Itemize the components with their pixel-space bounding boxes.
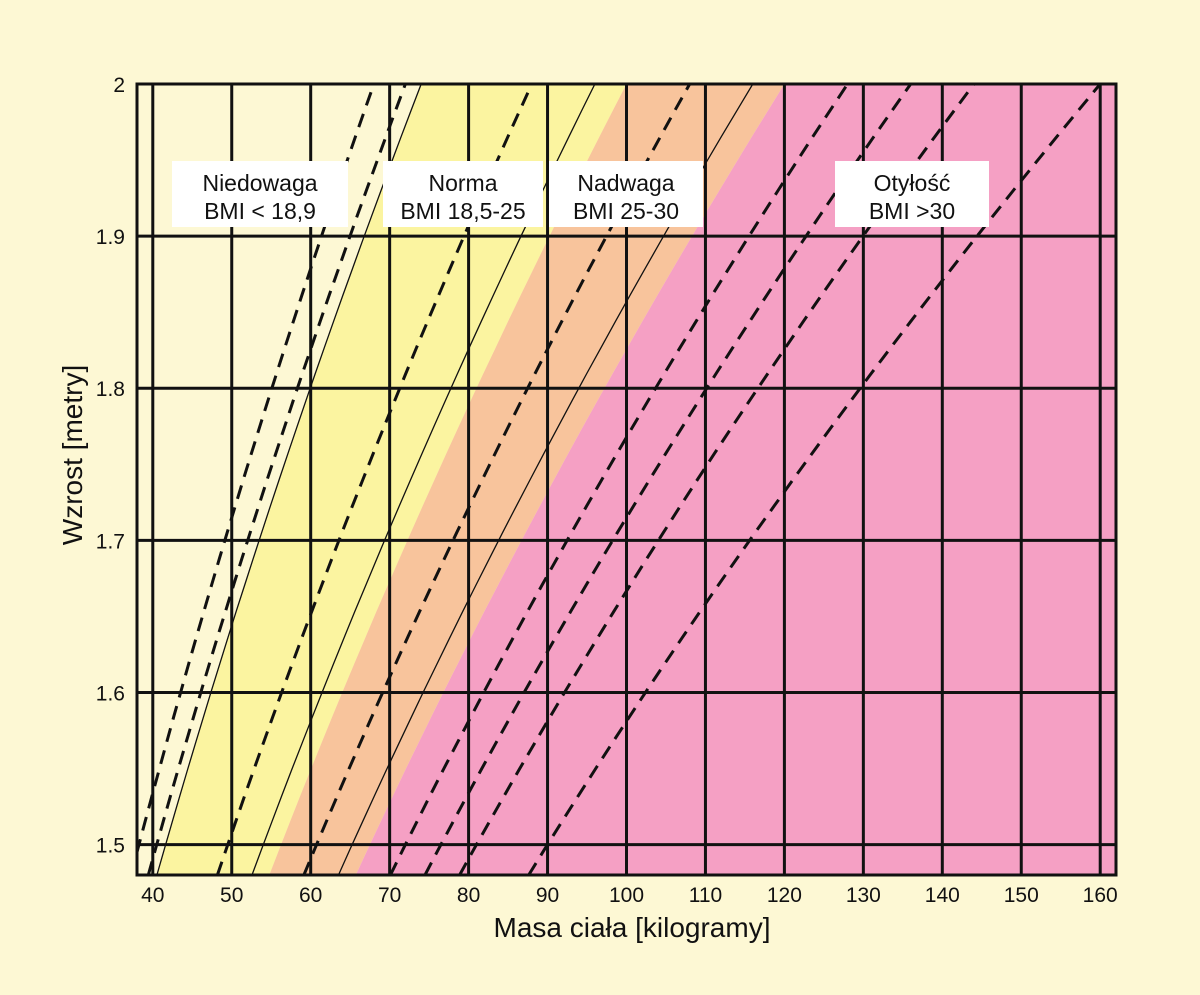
zone-label-name: Niedowaga (202, 170, 317, 196)
zones-layer (137, 84, 1116, 875)
y-tick-label: 2 (113, 74, 125, 97)
plot-frame (135, 82, 1118, 877)
zone-3 (269, 84, 785, 875)
zone-label-name: Otyłość (874, 170, 951, 196)
boundary-line-bmi-18.5 (156, 84, 422, 875)
zone-2 (156, 84, 627, 875)
x-tick-label: 160 (1083, 884, 1118, 907)
zone-label-name: Norma (428, 170, 497, 196)
dashed-line-bmi-36 (458, 84, 976, 875)
x-tick-label: 100 (609, 884, 644, 907)
y-tick-label: 1.9 (96, 226, 125, 249)
x-tick-label: 70 (378, 884, 401, 907)
zone-label-range: BMI 25-30 (573, 198, 679, 224)
zone-label-box (549, 161, 703, 227)
x-tick-labels: 40 50 60 70 80 90 100 110 120 130 140 150 160 (141, 884, 1118, 907)
zone-label-range: BMI 18,5-25 (400, 198, 525, 224)
zone-4 (355, 84, 1116, 875)
dashed-line-bmi-34 (423, 84, 912, 875)
dashed-line-bmi-22 (215, 84, 534, 875)
zone-label-name: Nadwaga (577, 170, 674, 196)
x-tick-label: 50 (220, 884, 243, 907)
x-tick-label: 80 (457, 884, 480, 907)
y-tick-label: 1.8 (96, 378, 125, 401)
x-tick-label: 140 (925, 884, 960, 907)
zone-label-range: BMI < 18,9 (204, 198, 316, 224)
dashed-line-bmi-32 (389, 84, 849, 875)
dashed-line-bmi-40 (527, 84, 1102, 875)
dashed-line-bmi-18 (146, 84, 407, 875)
y-tick-labels: 1.5 1.6 1.7 1.8 1.9 2 (96, 74, 125, 858)
dashed-line-bmi-27 (302, 84, 692, 875)
dashed-layer (137, 84, 1102, 875)
y-tick-label: 1.5 (96, 835, 125, 858)
x-tick-label: 130 (846, 884, 881, 907)
x-axis-title: Masa ciała [kilogramy] (494, 912, 771, 943)
x-tick-label: 120 (767, 884, 802, 907)
zone-label-box (835, 161, 989, 227)
zone-label-box (172, 161, 348, 227)
x-tick-label: 60 (299, 884, 322, 907)
y-axis-title: Wzrost [metry] (57, 365, 88, 545)
x-tick-label: 90 (536, 884, 559, 907)
zone-label-range: BMI >30 (869, 198, 955, 224)
x-tick-label: 110 (689, 884, 722, 907)
x-tick-label: 150 (1004, 884, 1039, 907)
y-tick-label: 1.7 (96, 530, 125, 553)
y-tick-label: 1.6 (96, 682, 125, 705)
x-tick-label: 40 (141, 884, 164, 907)
zone-label-box (383, 161, 543, 227)
